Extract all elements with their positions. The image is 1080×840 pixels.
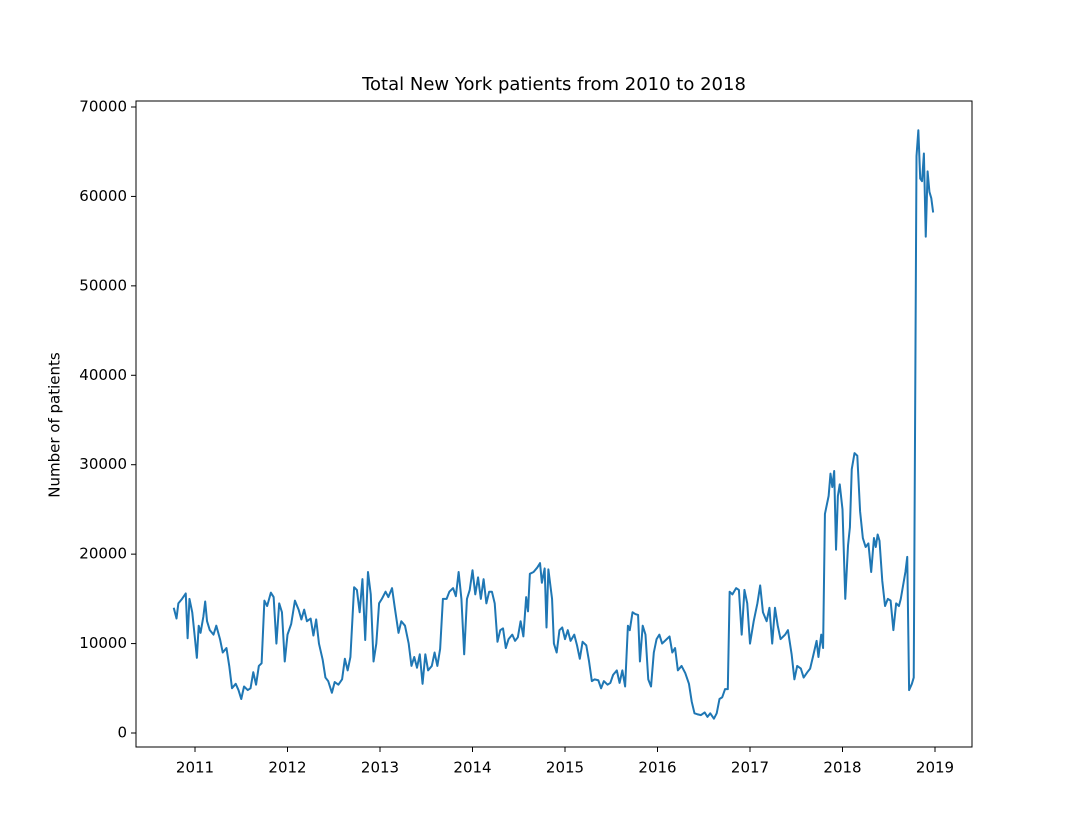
data-line [172, 129, 935, 720]
y-tick-label: 60000 [79, 187, 127, 205]
chart-title: Total New York patients from 2010 to 201… [361, 74, 746, 95]
x-tick-label: 2014 [453, 759, 491, 777]
y-axis-label: Number of patients [46, 352, 64, 498]
y-tick-label: 70000 [79, 97, 127, 115]
plot-frame [135, 100, 973, 748]
x-tick-label: 2011 [176, 759, 214, 777]
y-tick-label: 30000 [79, 455, 127, 473]
y-tick-label: 40000 [79, 366, 127, 384]
x-tick-label: 2013 [361, 759, 399, 777]
y-tick-label: 50000 [79, 276, 127, 294]
y-tick-label: 20000 [79, 545, 127, 563]
x-tick-label: 2018 [823, 759, 861, 777]
y-tick-label: 10000 [79, 634, 127, 652]
x-tick-label: 2019 [916, 759, 954, 777]
x-tick-label: 2016 [638, 759, 676, 777]
x-tick-label: 2017 [731, 759, 769, 777]
x-tick-label: 2015 [546, 759, 584, 777]
y-tick-label: 0 [117, 724, 127, 742]
x-tick-label: 2012 [268, 759, 306, 777]
